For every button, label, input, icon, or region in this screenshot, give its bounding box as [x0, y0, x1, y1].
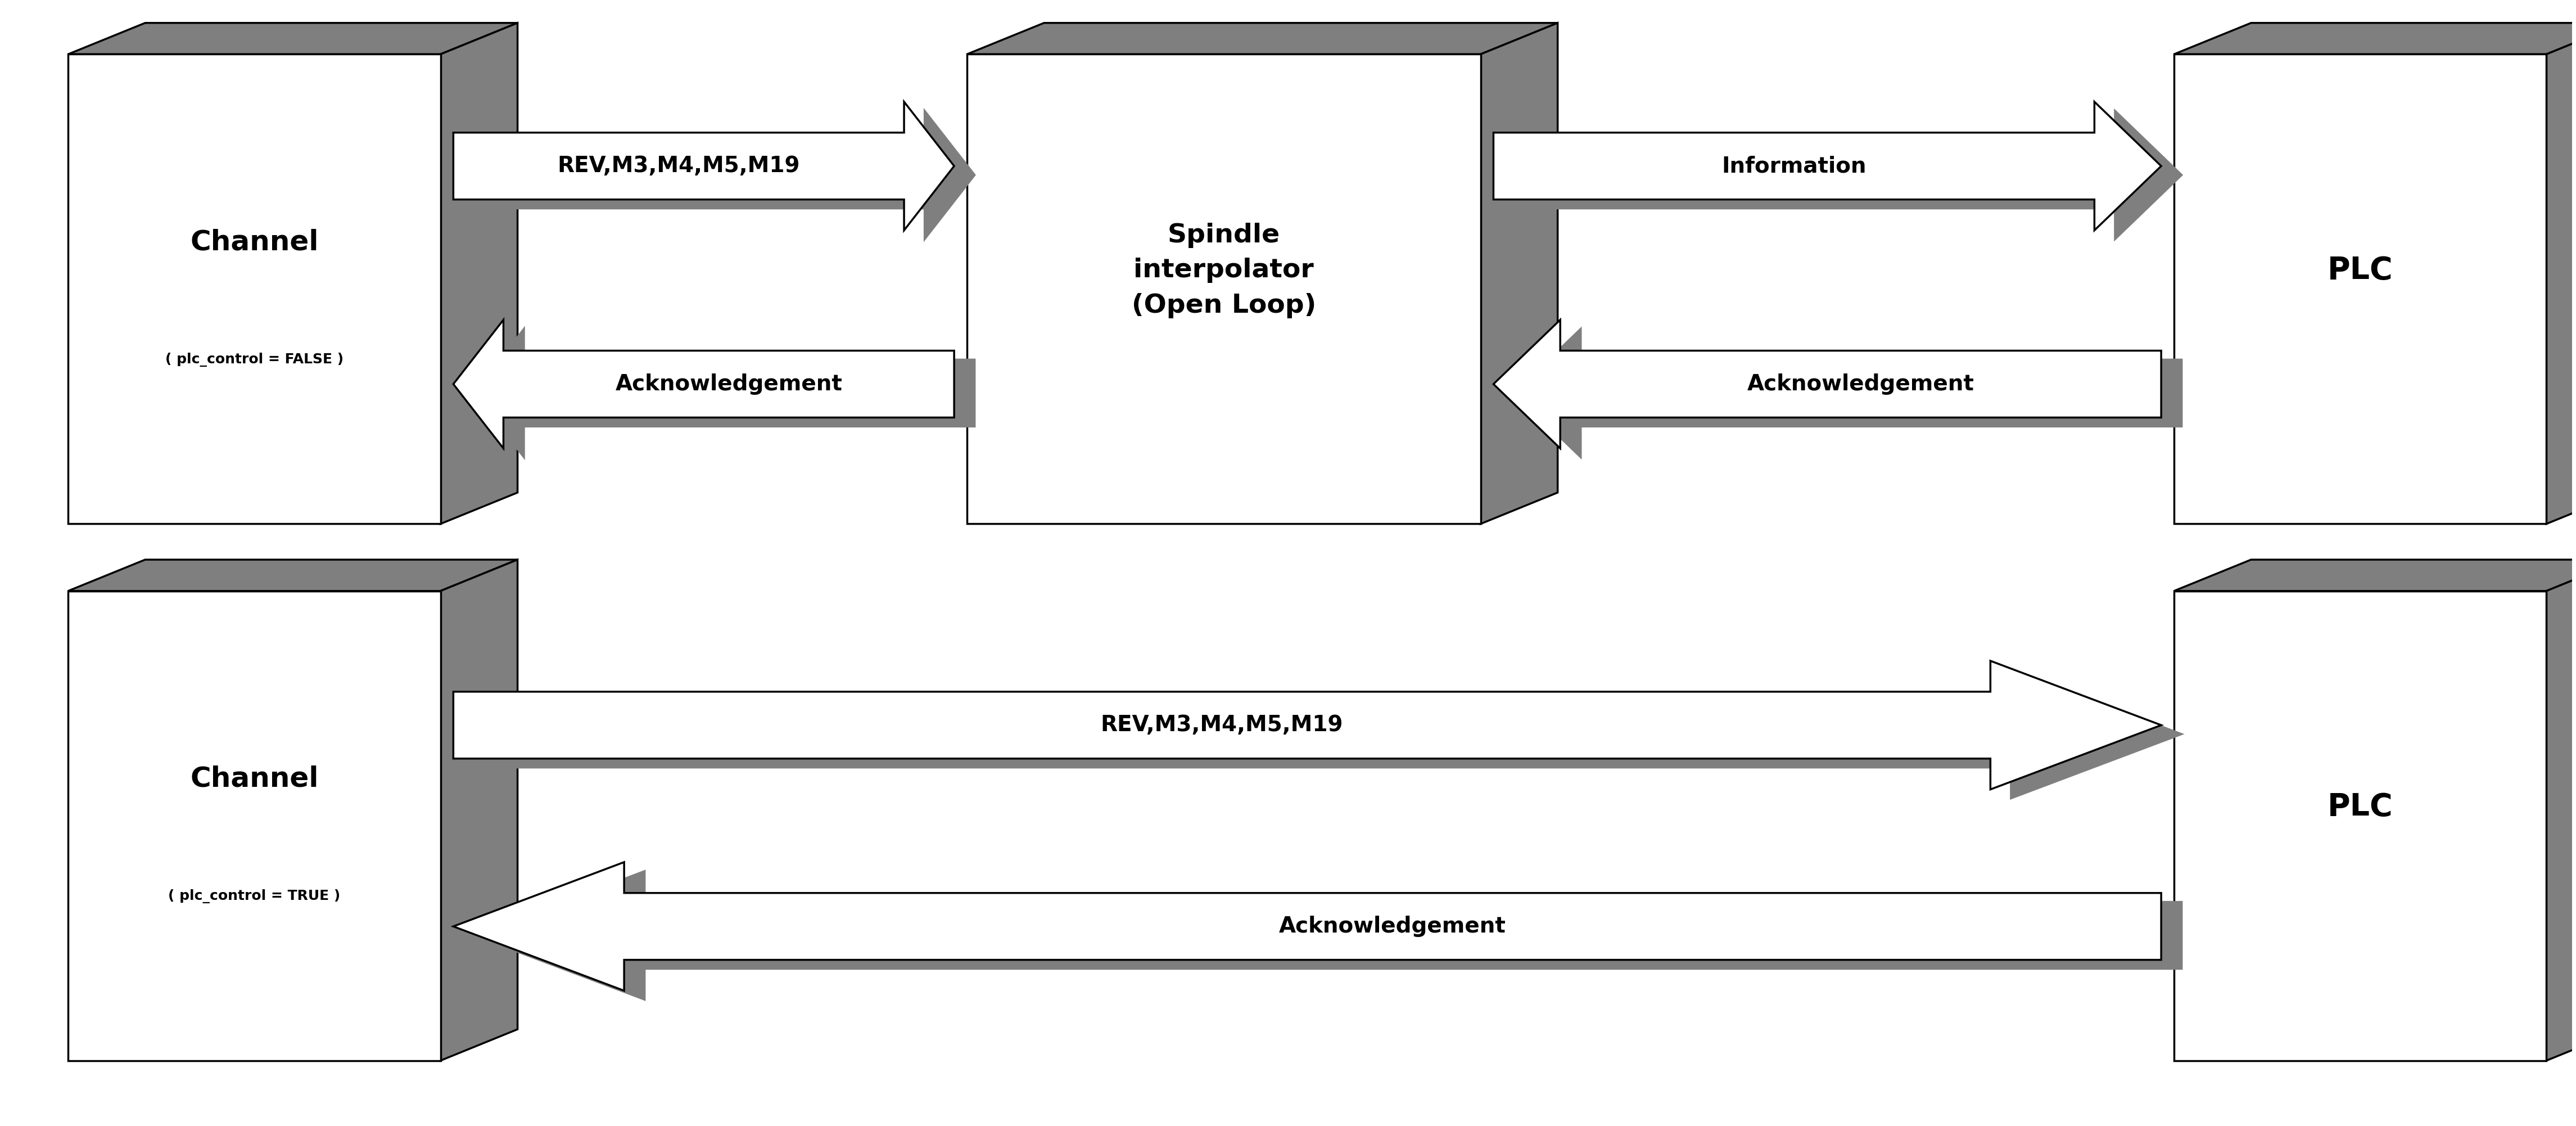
- Polygon shape: [453, 320, 953, 448]
- Text: Acknowledgement: Acknowledgement: [1747, 374, 1973, 395]
- Polygon shape: [2174, 54, 2548, 524]
- Text: Acknowledgement: Acknowledgement: [616, 374, 842, 395]
- Text: REV,M3,M4,M5,M19: REV,M3,M4,M5,M19: [556, 155, 801, 177]
- Polygon shape: [440, 23, 518, 524]
- Text: Channel: Channel: [191, 766, 319, 793]
- Text: PLC: PLC: [2326, 256, 2393, 286]
- Polygon shape: [2174, 560, 2576, 591]
- Polygon shape: [67, 54, 440, 524]
- Text: Spindle
interpolator
(Open Loop): Spindle interpolator (Open Loop): [1131, 223, 1316, 318]
- Text: Channel: Channel: [191, 229, 319, 256]
- Polygon shape: [1494, 320, 2161, 448]
- Polygon shape: [1481, 23, 1558, 524]
- Polygon shape: [474, 872, 2182, 1000]
- Polygon shape: [67, 560, 518, 591]
- Polygon shape: [1515, 329, 2182, 457]
- Text: Information: Information: [1721, 155, 1868, 177]
- Polygon shape: [2174, 23, 2576, 54]
- Polygon shape: [453, 661, 2161, 789]
- Text: PLC: PLC: [2326, 792, 2393, 822]
- Text: ( plc_control = TRUE ): ( plc_control = TRUE ): [167, 890, 340, 903]
- Polygon shape: [67, 23, 518, 54]
- Polygon shape: [474, 329, 974, 457]
- Text: REV,M3,M4,M5,M19: REV,M3,M4,M5,M19: [1100, 715, 1342, 735]
- Polygon shape: [2548, 560, 2576, 1061]
- Polygon shape: [1515, 110, 2182, 240]
- Polygon shape: [966, 54, 1481, 524]
- Polygon shape: [2174, 591, 2548, 1061]
- Polygon shape: [474, 110, 974, 240]
- Polygon shape: [67, 591, 440, 1061]
- Text: Acknowledgement: Acknowledgement: [1280, 915, 1507, 937]
- Polygon shape: [2548, 23, 2576, 524]
- Text: ( plc_control = FALSE ): ( plc_control = FALSE ): [165, 352, 343, 367]
- Polygon shape: [1494, 101, 2161, 231]
- Polygon shape: [440, 560, 518, 1061]
- Polygon shape: [453, 863, 2161, 991]
- Polygon shape: [453, 101, 953, 231]
- Polygon shape: [474, 670, 2182, 798]
- Polygon shape: [966, 23, 1558, 54]
